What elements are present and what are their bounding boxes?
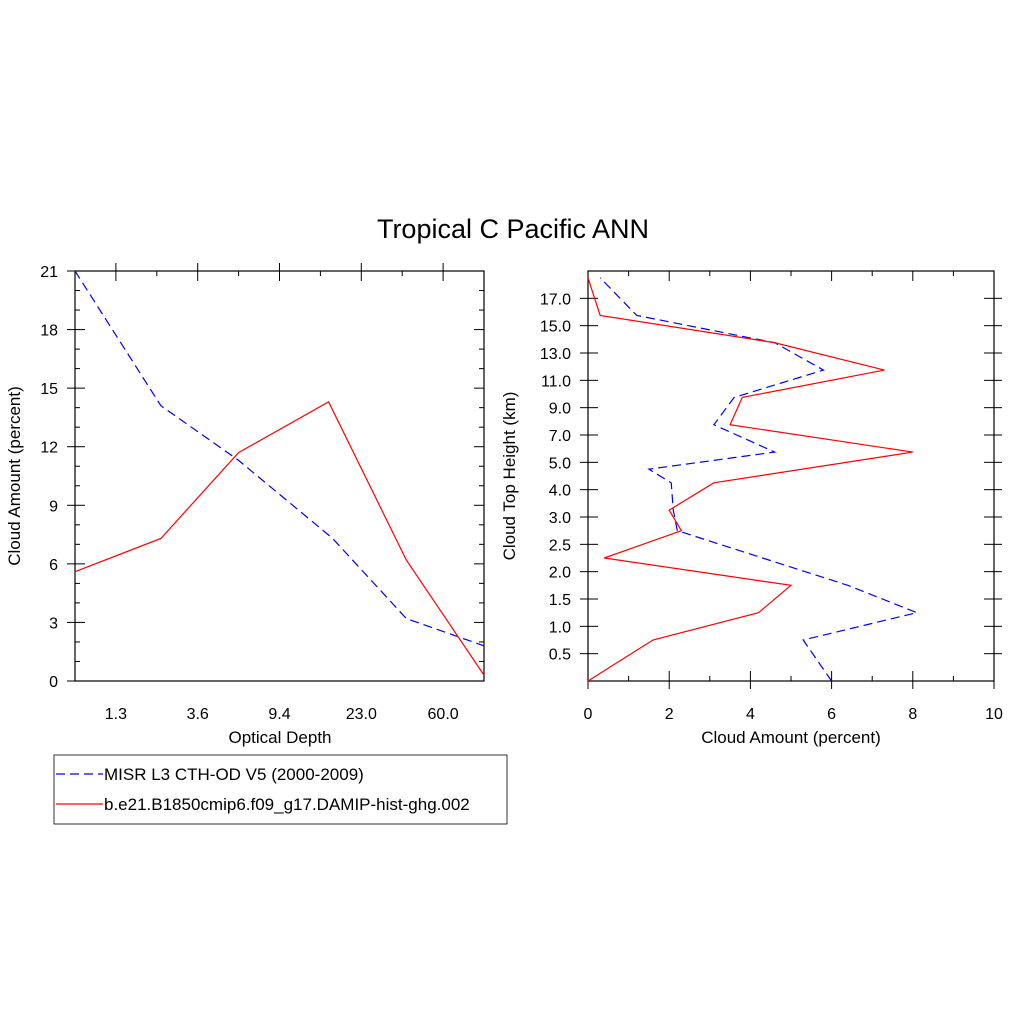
left-y-tick-label: 12	[40, 440, 58, 457]
right-series-model	[587, 277, 913, 682]
right-x-tick-label: 6	[827, 706, 836, 723]
right-y-tick-label: 13.0	[540, 346, 571, 363]
right-y-tick-label: 2.5	[549, 537, 571, 554]
right-y-tick-label: 4.0	[549, 483, 571, 500]
left-x-tick-label: 23.0	[346, 706, 377, 723]
left-plot-frame	[74, 270, 485, 682]
right-y-ticks: 0.5 1.0 1.5 2.0 2.5 3.0 4.0 5.0 7.0 9.0 11.0 13.0 15…	[540, 291, 1002, 664]
right-y-tick-label: 0.5	[549, 647, 571, 664]
left-x-tick-label: 1.3	[105, 706, 127, 723]
right-y-tick-label: 1.5	[549, 592, 571, 609]
left-y-tick-label: 9	[49, 498, 58, 515]
legend: MISR L3 CTH-OD V5 (2000-2009) b.e21.B185…	[53, 754, 508, 825]
right-plot: 0 2 4 6 8 10 0.5 1.0 1.5 2.0 2.5 3.0 4.0 5.0 7.0 9.0 11…	[500, 270, 1003, 747]
left-y-tick-label: 15	[40, 381, 58, 398]
left-series-model	[74, 400, 485, 676]
left-x-ticks: 1.3 3.6 9.4 23.0 60.0	[74, 263, 485, 723]
left-x-tick-label: 60.0	[428, 706, 459, 723]
left-series-lines	[74, 270, 485, 676]
right-y-tick-label: 7.0	[549, 428, 571, 445]
right-y-tick-label: 2.0	[549, 565, 571, 582]
left-y-tick-label: 6	[49, 557, 58, 574]
chart-title: Tropical C Pacific ANN	[377, 214, 649, 244]
left-x-tick-label: 9.4	[268, 706, 290, 723]
right-y-tick-label: 1.0	[549, 619, 571, 636]
left-y-tick-label: 3	[49, 615, 58, 632]
right-y-tick-label: 9.0	[549, 401, 571, 418]
right-plot-frame	[587, 270, 995, 682]
right-x-axis-label: Cloud Amount (percent)	[701, 728, 881, 747]
left-series-misr	[74, 270, 485, 647]
left-y-tick-label: 21	[40, 264, 58, 281]
right-series-misr	[599, 277, 919, 682]
right-y-axis-label: Cloud Top Height (km)	[500, 392, 519, 561]
right-series-lines	[587, 277, 919, 682]
left-x-axis-label: Optical Depth	[229, 728, 332, 747]
right-x-tick-label: 0	[584, 706, 593, 723]
left-y-ticks: 0 3 6 9 12 15 18 21	[40, 264, 484, 691]
right-x-tick-label: 8	[908, 706, 917, 723]
right-y-tick-label: 5.0	[549, 455, 571, 472]
right-x-ticks: 0 2 4 6 8 10	[584, 271, 1003, 723]
legend-label-misr: MISR L3 CTH-OD V5 (2000-2009)	[104, 765, 364, 784]
right-y-tick-label: 11.0	[541, 373, 571, 390]
right-y-tick-label: 3.0	[549, 510, 571, 527]
right-x-tick-label: 2	[665, 706, 674, 723]
left-plot: 1.3 3.6 9.4 23.0 60.0 0 3 6 9 12 15 18 21 Optical D…	[5, 263, 485, 747]
left-y-tick-label: 18	[40, 323, 58, 340]
right-y-tick-label: 17.0	[540, 291, 571, 308]
left-x-tick-label: 3.6	[187, 706, 209, 723]
legend-box	[53, 754, 508, 825]
right-y-tick-label: 15.0	[540, 319, 571, 336]
right-x-tick-label: 10	[985, 706, 1003, 723]
left-y-tick-label: 0	[49, 674, 58, 691]
right-x-tick-label: 4	[746, 706, 755, 723]
legend-label-model: b.e21.B1850cmip6.f09_g17.DAMIP-hist-ghg.…	[104, 795, 470, 814]
left-y-axis-label: Cloud Amount (percent)	[5, 386, 24, 566]
